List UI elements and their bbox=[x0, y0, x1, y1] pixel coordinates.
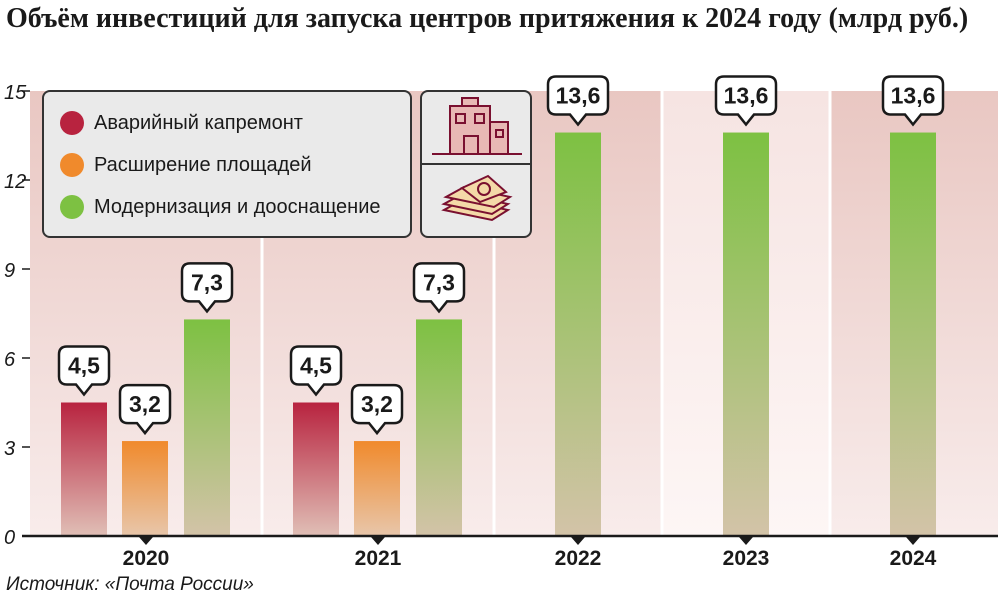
icon-panel-art bbox=[422, 97, 530, 222]
data-label-bubble bbox=[714, 75, 778, 127]
x-tick-label: 2021 bbox=[355, 547, 402, 570]
data-label: 13,6 bbox=[546, 75, 610, 127]
data-label-text: 13,6 bbox=[891, 83, 936, 109]
x-tick-label: 2020 bbox=[123, 547, 170, 570]
data-label-text: 4,5 bbox=[68, 353, 100, 379]
legend-item-modernization: Модернизация и дооснащение bbox=[60, 192, 381, 222]
x-tick-label: 2022 bbox=[555, 547, 602, 570]
data-label: 13,6 bbox=[714, 75, 778, 127]
y-tick-label: 6 bbox=[4, 349, 16, 371]
data-label-text: 3,2 bbox=[129, 391, 161, 417]
y-tick-label: 0 bbox=[4, 527, 15, 549]
x-tick-label: 2024 bbox=[890, 547, 937, 570]
legend-swatch bbox=[60, 111, 84, 135]
data-label-bubble bbox=[57, 345, 111, 397]
x-tick-marker bbox=[139, 537, 153, 545]
y-tick-label: 15 bbox=[4, 82, 27, 104]
legend-label: Аварийный капремонт bbox=[94, 111, 303, 134]
icon-panel bbox=[420, 90, 532, 238]
source-note: Источник: «Почта России» bbox=[6, 574, 254, 595]
data-label: 7,3 bbox=[412, 262, 466, 314]
legend-swatch bbox=[60, 195, 84, 219]
y-tick-label: 9 bbox=[4, 260, 15, 282]
data-label-text: 13,6 bbox=[556, 83, 601, 109]
data-label-text: 4,5 bbox=[300, 353, 332, 379]
data-label: 3,2 bbox=[350, 383, 404, 436]
legend: Аварийный капремонт Расширение площадей … bbox=[42, 90, 412, 238]
data-label-text: 3,2 bbox=[361, 391, 393, 417]
bar-modernization bbox=[184, 319, 230, 536]
data-label-text: 7,3 bbox=[423, 269, 455, 295]
data-label: 3,2 bbox=[118, 383, 172, 436]
money-stack-icon bbox=[441, 174, 513, 222]
data-label-bubble bbox=[289, 345, 343, 397]
x-tick-marker bbox=[571, 537, 585, 545]
data-label-bubble bbox=[881, 75, 945, 127]
bar-modernization bbox=[890, 132, 936, 537]
chart-title: Объём инвестиций для запуска центров при… bbox=[6, 3, 969, 34]
data-label-bubble bbox=[180, 262, 234, 314]
bar-area-expansion bbox=[354, 441, 400, 536]
legend-swatch bbox=[60, 153, 84, 177]
data-label-text: 13,6 bbox=[724, 83, 769, 109]
bar-emergency-repair bbox=[61, 402, 107, 536]
bar-emergency-repair bbox=[293, 402, 339, 536]
data-label: 4,5 bbox=[57, 345, 111, 397]
bar-modernization bbox=[555, 132, 601, 537]
data-label-bubble bbox=[118, 383, 172, 436]
legend-item-emergency-repair: Аварийный капремонт bbox=[60, 108, 303, 138]
legend-item-area-expansion: Расширение площадей bbox=[60, 150, 312, 180]
bar-modernization bbox=[416, 319, 462, 536]
legend-label: Расширение площадей bbox=[94, 153, 312, 176]
data-label: 4,5 bbox=[289, 345, 343, 397]
x-tick-marker bbox=[371, 537, 385, 545]
x-tick-marker bbox=[739, 537, 753, 545]
data-label: 7,3 bbox=[180, 262, 234, 314]
data-label-bubble bbox=[412, 262, 466, 314]
legend-label: Модернизация и дооснащение bbox=[94, 195, 381, 218]
data-label-text: 7,3 bbox=[191, 269, 223, 295]
building-icon bbox=[432, 97, 522, 155]
bar-area-expansion bbox=[122, 441, 168, 536]
x-tick-label: 2023 bbox=[723, 547, 770, 570]
y-tick-label: 3 bbox=[4, 438, 15, 460]
y-tick-label: 12 bbox=[4, 171, 26, 193]
data-label-bubble bbox=[546, 75, 610, 127]
x-tick-marker bbox=[906, 537, 920, 545]
data-label: 13,6 bbox=[881, 75, 945, 127]
bar-modernization bbox=[723, 132, 769, 537]
data-label-bubble bbox=[350, 383, 404, 436]
